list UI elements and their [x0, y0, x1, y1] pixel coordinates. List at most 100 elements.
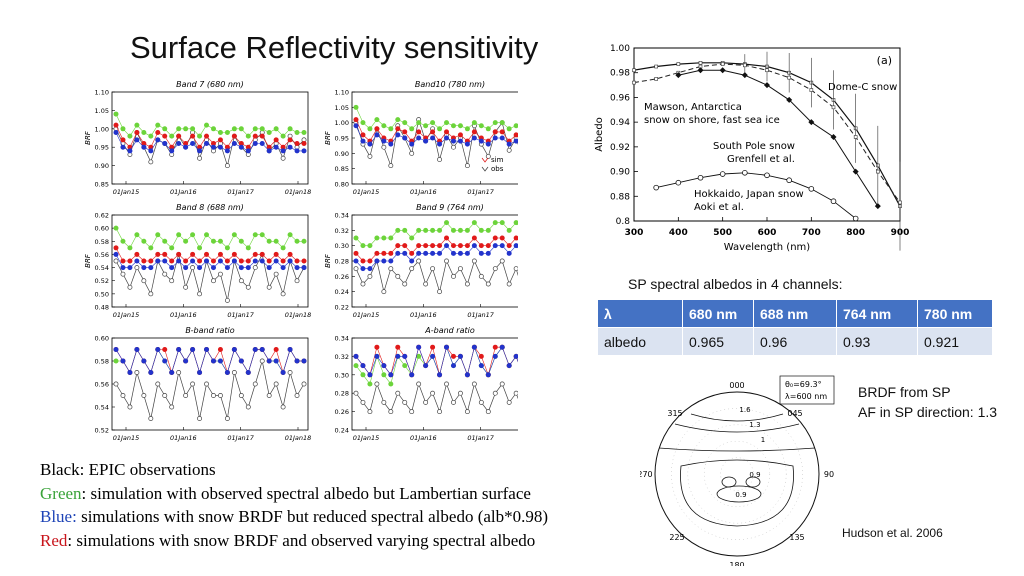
polar-grid-circle — [720, 457, 754, 491]
data-point-obs — [388, 163, 394, 169]
y-tick-label: 0.58 — [95, 358, 109, 366]
data-point-obs — [176, 370, 182, 375]
data-point-green — [478, 123, 484, 129]
data-point-obs — [238, 393, 244, 398]
data-point-blue — [374, 132, 380, 138]
data-point-blue — [204, 258, 210, 264]
polar-inset-angle: θ₀=69.3° — [785, 380, 822, 389]
data-point-green — [444, 220, 450, 226]
data-point-obs — [471, 258, 477, 264]
data-point-obs — [492, 390, 498, 396]
series-line-green — [115, 113, 304, 137]
contour-label: 0.9 — [735, 491, 746, 499]
data-point-obs — [280, 291, 286, 297]
data-point-obs — [457, 266, 463, 272]
data-point-blue — [457, 138, 463, 144]
data-point-blue — [513, 243, 518, 249]
data-point-red — [437, 243, 443, 249]
data-point-obs — [224, 297, 230, 303]
data-point-blue — [492, 353, 498, 359]
data-point-obs — [513, 390, 518, 396]
data-point-red — [155, 129, 161, 135]
data-point-red — [217, 251, 223, 257]
data-point-green — [395, 117, 401, 123]
legend-black: Black: EPIC observations — [40, 460, 216, 479]
data-point-green — [238, 126, 244, 132]
contour-label: 1.3 — [749, 421, 760, 429]
data-point-obs — [238, 278, 244, 284]
y-tick-label: 1.00 — [95, 125, 109, 133]
data-point-green — [224, 129, 230, 135]
data-point-red — [204, 133, 210, 139]
data-point-obs — [409, 266, 415, 272]
y-tick-label: 0.98 — [610, 69, 630, 79]
data-point-blue — [423, 250, 429, 256]
data-point-obs — [301, 381, 307, 387]
series-line-red — [355, 237, 518, 262]
data-point-green — [259, 126, 265, 132]
data-point-blue — [450, 138, 456, 144]
annotation-grenfell: Grenfell et al. — [727, 154, 795, 165]
data-point-blue — [287, 258, 293, 264]
annotation-dome-c: Dome-C snow — [828, 82, 897, 93]
data-point-red — [416, 243, 422, 249]
data-point-blue — [190, 141, 196, 147]
data-point-obs — [437, 157, 443, 162]
data-point-red — [113, 122, 119, 128]
y-axis-label: BRF — [324, 253, 332, 268]
brf-panel: Band 7 (680 nm) BRF 0.85 0.90 0.95 1.00 1.05 1.… — [84, 80, 311, 196]
series-line-blue — [355, 125, 518, 145]
legend-obs-marker — [481, 166, 489, 172]
data-point-green — [450, 123, 456, 129]
brf-panel: Band 9 (764 nm) BRF 0.22 0.24 0.26 0.28 0.30 0.… — [324, 203, 518, 319]
data-point-green — [176, 126, 182, 132]
brf-panel: Band 8 (688 nm) BRF 0.48 0.50 0.52 0.54 0.56 0.… — [84, 203, 311, 319]
y-tick-label: 0.52 — [95, 277, 109, 285]
data-point-red — [506, 243, 512, 249]
data-point-green — [183, 238, 189, 244]
y-tick-label: 0.96 — [610, 93, 630, 103]
data-point-blue — [499, 344, 505, 350]
data-point-green — [402, 120, 408, 126]
data-point-red — [395, 126, 401, 132]
data-point-red — [204, 251, 210, 257]
data-point-green — [430, 227, 436, 233]
y-tick-label: 0.60 — [95, 335, 109, 343]
x-tick-label: 01Jan17 — [227, 434, 254, 442]
data-point-obs — [169, 278, 175, 284]
data-point-blue — [294, 358, 300, 364]
data-point-green — [388, 126, 394, 132]
data-point-red — [176, 251, 182, 257]
data-point-green — [127, 133, 133, 139]
data-point-obs — [416, 258, 422, 264]
data-point-blue — [402, 250, 408, 256]
data-point-green — [416, 353, 422, 359]
data-point-red — [183, 258, 189, 264]
series-line-obs — [115, 253, 305, 301]
table-header-cell: 688 nm — [753, 299, 837, 328]
y-tick-label: 0.95 — [95, 144, 109, 152]
data-point-green — [388, 235, 394, 241]
data-point-green — [134, 232, 140, 238]
y-tick-label: 0.50 — [95, 290, 109, 298]
data-point-obs — [120, 271, 126, 277]
y-tick-label: 0.34 — [335, 335, 349, 343]
x-tick-label: 800 — [846, 228, 865, 238]
direction-label: 000 — [729, 381, 744, 390]
data-point-green — [381, 123, 387, 129]
data-point-blue — [492, 243, 498, 249]
albedo-point — [808, 186, 815, 192]
x-tick-label: 01Jan17 — [467, 434, 494, 442]
series-line-blue — [355, 346, 518, 376]
data-point-obs — [506, 147, 512, 153]
series-line-green — [355, 222, 518, 246]
data-point-blue — [259, 258, 265, 264]
data-point-red — [457, 132, 463, 138]
direction-label: 270 — [640, 470, 653, 479]
data-point-red — [169, 144, 175, 150]
series-line-obs — [355, 382, 518, 413]
data-point-blue — [141, 144, 147, 150]
panel-title: Band 8 (688 nm) — [176, 203, 244, 212]
data-point-green — [197, 133, 203, 139]
data-point-obs — [211, 278, 216, 284]
